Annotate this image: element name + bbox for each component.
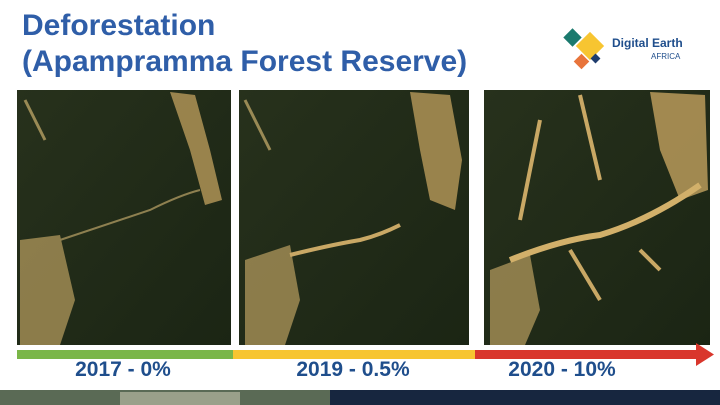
title-line: (Apampramma Forest Reserve) [22,45,468,78]
panel-label: 2020 - 10% [508,358,616,381]
logo-name: Digital Earth [612,36,683,50]
bottom-strip [0,390,720,405]
timeline-bar [17,343,714,366]
panel-label: 2019 - 0.5% [296,358,410,381]
title-line: Deforestation [22,9,216,42]
logo-mark [563,28,605,70]
logo-sub: AFRICA [651,52,681,61]
satellite-image [239,90,469,345]
satellite-image [17,90,231,345]
satellite-image [484,90,710,345]
panel-label: 2017 - 0% [75,358,171,381]
